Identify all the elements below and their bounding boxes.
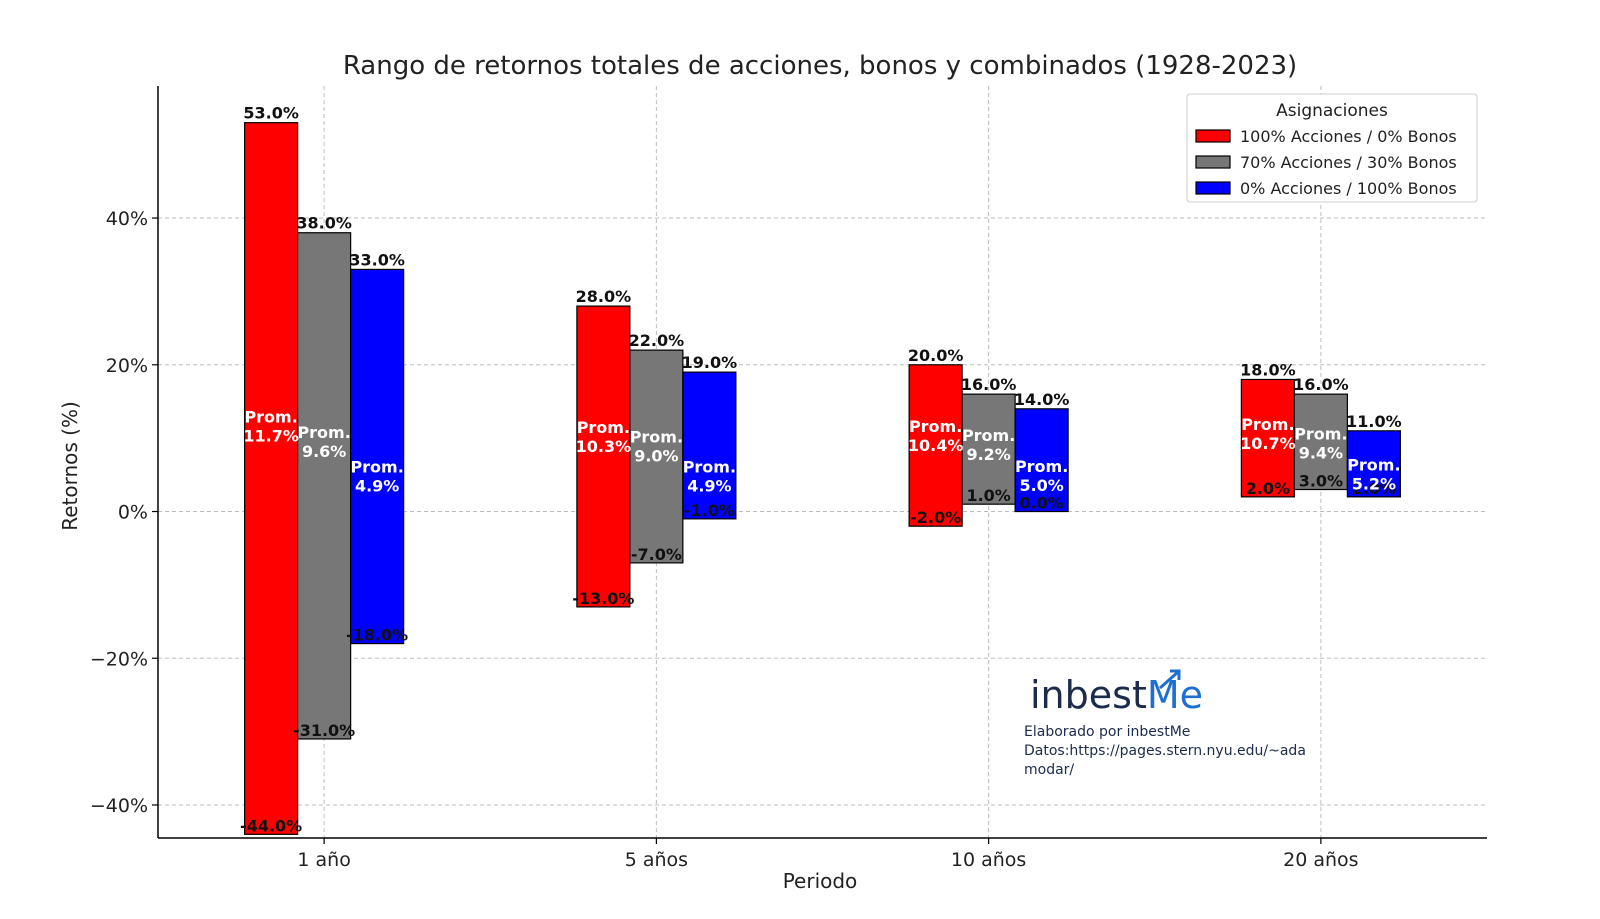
avg-label: 4.9%: [355, 477, 399, 496]
range-bar: [961, 393, 1016, 505]
range-bar: [908, 364, 963, 527]
avg-label: 9.0%: [634, 446, 678, 465]
legend-frame: [1186, 93, 1478, 203]
y-tick-label: −20%: [90, 648, 148, 670]
range-bar: [1240, 378, 1295, 498]
avg-label-prefix: Prom.: [350, 458, 403, 477]
x-tick-label: 20 años: [1283, 849, 1358, 871]
max-label: 16.0%: [961, 375, 1017, 394]
chart-title: Rango de retornos totales de acciones, b…: [343, 51, 1297, 81]
x-tick-label: 10 años: [951, 849, 1026, 871]
range-bar: [629, 349, 684, 564]
avg-label: 11.7%: [243, 427, 299, 446]
avg-label: 10.3%: [576, 437, 632, 456]
x-axis-label: Periodo: [783, 869, 858, 893]
avg-label-prefix: Prom.: [1015, 457, 1068, 476]
min-label: -13.0%: [572, 589, 634, 608]
avg-label-prefix: Prom.: [630, 427, 683, 446]
range-bar: [1346, 430, 1401, 498]
axis-layer: −40% −20% 0% 20% 40% 1 año 5 años 10 años 20 año…: [90, 86, 1487, 871]
range-bar: [1014, 408, 1069, 513]
labels-layer: 53.0%-44.0%Prom.11.7%28.0%-13.0%Prom.10.…: [240, 104, 1402, 836]
range-bar: [576, 305, 631, 608]
avg-label: 5.0%: [1019, 476, 1063, 495]
min-label: -2.0%: [910, 508, 961, 527]
y-tick-label: 0%: [118, 502, 148, 524]
max-label: 18.0%: [1240, 360, 1296, 379]
min-label: -31.0%: [293, 721, 355, 740]
avg-label: 4.9%: [687, 477, 731, 496]
min-label: -18.0%: [346, 626, 408, 645]
legend-swatch: [1195, 129, 1231, 143]
avg-label-prefix: Prom.: [1294, 425, 1347, 444]
brand-logo-post: Me: [1147, 673, 1203, 717]
avg-label: 5.2%: [1352, 474, 1396, 493]
brand-logo: inbestMe: [1030, 673, 1203, 717]
avg-label: 10.7%: [1240, 434, 1296, 453]
logo-arrow-icon: [1159, 669, 1181, 690]
range-bar: [297, 232, 352, 740]
max-label: 38.0%: [296, 214, 352, 233]
y-tick-label: 40%: [106, 208, 148, 230]
max-label: 19.0%: [682, 353, 738, 372]
avg-label: 10.4%: [908, 436, 964, 455]
max-label: 11.0%: [1346, 412, 1402, 431]
avg-label: 9.4%: [1299, 444, 1343, 463]
min-label: 3.0%: [1299, 472, 1343, 491]
avg-label-prefix: Prom.: [962, 426, 1015, 445]
credit-text: Elaborado por inbestMe: [1024, 724, 1190, 740]
legend-swatch: [1195, 181, 1231, 195]
legend-label: 0% Acciones / 100% Bonos: [1240, 179, 1457, 198]
legend-label: 70% Acciones / 30% Bonos: [1240, 153, 1457, 172]
legend: Asignaciones 100% Acciones / 0% Bonos 70%…: [1186, 93, 1478, 203]
avg-label-prefix: Prom.: [244, 408, 297, 427]
y-axis-label: Retornos (%): [58, 401, 82, 531]
watermark: inbestMe Elaborado por inbestMe Datos:ht…: [1024, 669, 1306, 778]
x-tick-label: 1 año: [297, 849, 350, 871]
source-line-2: modar/: [1024, 762, 1074, 778]
max-label: 33.0%: [349, 250, 405, 269]
max-label: 28.0%: [576, 287, 632, 306]
avg-label-prefix: Prom.: [1347, 455, 1400, 474]
legend-label: 100% Acciones / 0% Bonos: [1240, 127, 1457, 146]
legend-items: 100% Acciones / 0% Bonos 70% Acciones / 3…: [1195, 127, 1457, 198]
legend-swatch: [1195, 155, 1231, 169]
y-tick-label: −40%: [90, 795, 148, 817]
min-label: -44.0%: [240, 816, 302, 835]
range-bar: [350, 268, 405, 645]
min-label: 0.0%: [1019, 494, 1063, 513]
min-label: 1.0%: [966, 486, 1010, 505]
max-label: 16.0%: [1293, 375, 1349, 394]
max-label: 20.0%: [908, 346, 964, 365]
min-label: 2.0%: [1352, 479, 1396, 498]
avg-label-prefix: Prom.: [909, 417, 962, 436]
avg-label: 9.6%: [302, 442, 346, 461]
range-bar: [1293, 393, 1348, 491]
avg-label-prefix: Prom.: [297, 423, 350, 442]
avg-label-prefix: Prom.: [577, 418, 630, 437]
range-bar: [244, 122, 299, 835]
avg-label: 9.2%: [966, 445, 1010, 464]
y-tick-label: 20%: [106, 355, 148, 377]
x-tick-label: 5 años: [625, 849, 688, 871]
source-line-1: Datos:https://pages.stern.nyu.edu/~ada: [1024, 743, 1306, 759]
min-label: -1.0%: [684, 501, 735, 520]
range-bar: [682, 371, 737, 520]
min-label: -7.0%: [631, 545, 682, 564]
legend-title: Asignaciones: [1276, 101, 1388, 121]
min-label: 2.0%: [1246, 479, 1290, 498]
max-label: 14.0%: [1014, 390, 1070, 409]
max-label: 22.0%: [629, 331, 685, 350]
avg-label-prefix: Prom.: [683, 458, 736, 477]
bars-layer: [244, 122, 1401, 835]
avg-label-prefix: Prom.: [1241, 415, 1294, 434]
max-label: 53.0%: [243, 104, 299, 123]
brand-logo-pre: inbest: [1030, 673, 1147, 717]
